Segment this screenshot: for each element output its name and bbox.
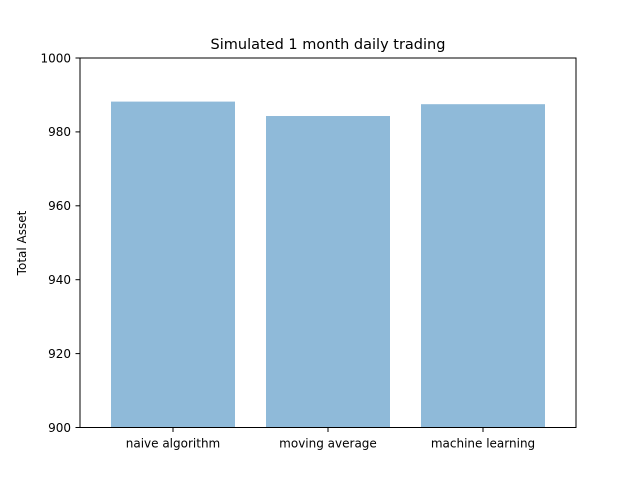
bar-0 bbox=[111, 101, 235, 428]
y-tick-label: 1000 bbox=[40, 51, 71, 65]
bar-2 bbox=[421, 104, 545, 428]
x-tick-label: machine learning bbox=[431, 437, 535, 451]
bar-1 bbox=[266, 116, 390, 428]
x-tick-label: moving average bbox=[279, 437, 377, 451]
y-tick-label: 960 bbox=[48, 199, 71, 213]
x-tick-label: naive algorithm bbox=[126, 437, 221, 451]
bars-group bbox=[111, 101, 545, 428]
y-tick-label: 900 bbox=[48, 421, 71, 435]
y-axis-ticks: 900 920 940 960 980 1000 bbox=[40, 51, 80, 435]
y-tick-label: 980 bbox=[48, 125, 71, 139]
y-axis-label: Total Asset bbox=[15, 210, 29, 276]
x-axis-ticks: naive algorithm moving average machine lea… bbox=[126, 427, 535, 451]
chart-title: Simulated 1 month daily trading bbox=[211, 37, 446, 53]
y-tick-label: 940 bbox=[48, 273, 71, 287]
y-tick-label: 920 bbox=[48, 347, 71, 361]
plot-frame bbox=[79, 57, 577, 428]
